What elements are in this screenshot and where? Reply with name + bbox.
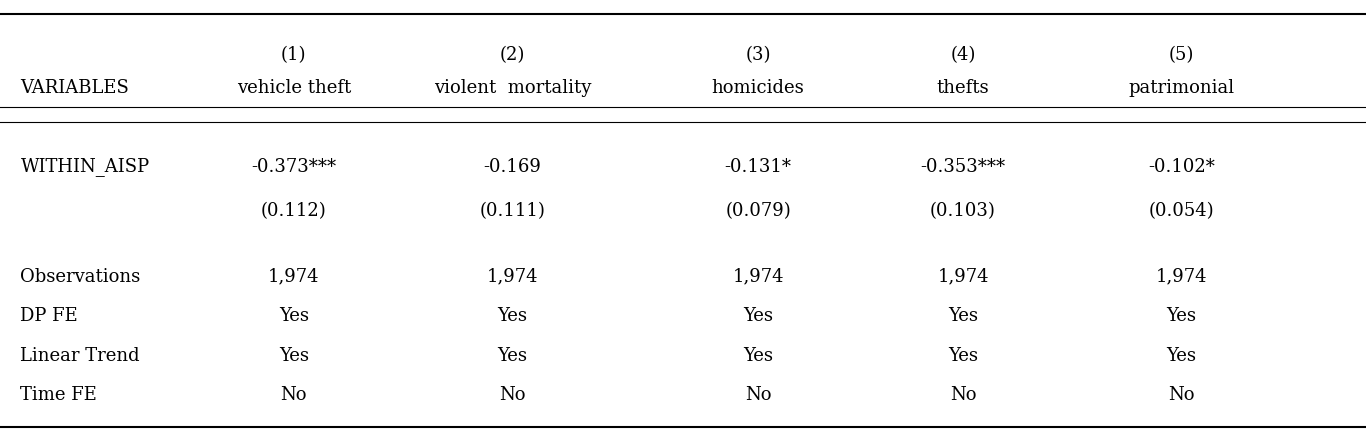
Text: violent  mortality: violent mortality	[433, 78, 591, 97]
Text: Observations: Observations	[20, 267, 141, 285]
Text: (5): (5)	[1169, 46, 1194, 64]
Text: -0.131*: -0.131*	[724, 157, 792, 176]
Text: Yes: Yes	[948, 346, 978, 364]
Text: 1,974: 1,974	[732, 267, 784, 285]
Text: (0.111): (0.111)	[479, 201, 545, 219]
Text: Yes: Yes	[743, 306, 773, 325]
Text: VARIABLES: VARIABLES	[20, 78, 130, 97]
Text: -0.353***: -0.353***	[921, 157, 1005, 176]
Text: No: No	[280, 385, 307, 403]
Text: 1,974: 1,974	[268, 267, 320, 285]
Text: No: No	[1168, 385, 1195, 403]
Text: (0.112): (0.112)	[261, 201, 326, 219]
Text: (0.054): (0.054)	[1149, 201, 1214, 219]
Text: Yes: Yes	[497, 346, 527, 364]
Text: (2): (2)	[500, 46, 525, 64]
Text: Linear Trend: Linear Trend	[20, 346, 141, 364]
Text: -0.373***: -0.373***	[251, 157, 336, 176]
Text: homicides: homicides	[712, 78, 805, 97]
Text: -0.102*: -0.102*	[1149, 157, 1214, 176]
Text: DP FE: DP FE	[20, 306, 78, 325]
Text: Yes: Yes	[497, 306, 527, 325]
Text: (4): (4)	[951, 46, 975, 64]
Text: 1,974: 1,974	[1156, 267, 1208, 285]
Text: -0.169: -0.169	[484, 157, 541, 176]
Text: (3): (3)	[746, 46, 770, 64]
Text: Yes: Yes	[279, 346, 309, 364]
Text: WITHIN_AISP: WITHIN_AISP	[20, 157, 150, 176]
Text: Time FE: Time FE	[20, 385, 97, 403]
Text: 1,974: 1,974	[937, 267, 989, 285]
Text: Yes: Yes	[948, 306, 978, 325]
Text: Yes: Yes	[743, 346, 773, 364]
Text: (0.079): (0.079)	[725, 201, 791, 219]
Text: (0.103): (0.103)	[930, 201, 996, 219]
Text: (1): (1)	[281, 46, 306, 64]
Text: Yes: Yes	[1167, 346, 1197, 364]
Text: No: No	[744, 385, 772, 403]
Text: No: No	[949, 385, 977, 403]
Text: vehicle theft: vehicle theft	[236, 78, 351, 97]
Text: Yes: Yes	[279, 306, 309, 325]
Text: Yes: Yes	[1167, 306, 1197, 325]
Text: No: No	[499, 385, 526, 403]
Text: patrimonial: patrimonial	[1128, 78, 1235, 97]
Text: 1,974: 1,974	[486, 267, 538, 285]
Text: thefts: thefts	[937, 78, 989, 97]
